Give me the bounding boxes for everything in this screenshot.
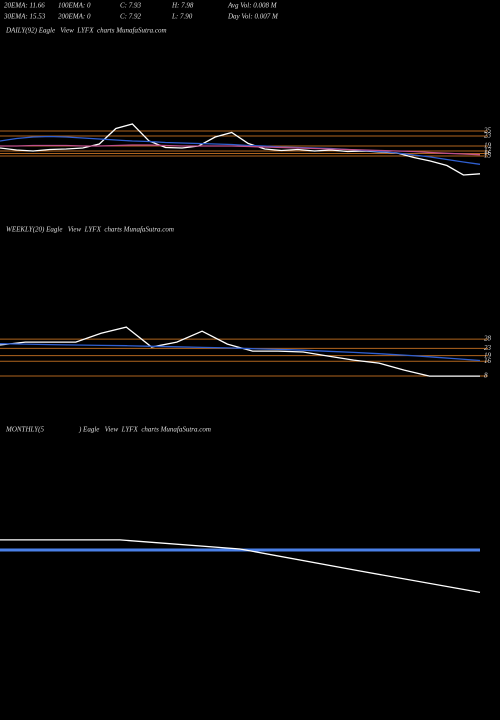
y-tick-label: 16 — [484, 149, 492, 157]
stat-label: L: 7.90 — [171, 13, 193, 21]
y-tick-label: 28 — [484, 335, 492, 343]
y-tick-label: 15 — [484, 152, 492, 160]
stat-label: 100EMA: 0 — [58, 2, 91, 10]
stat-label: Avg Vol: 0.008 M — [227, 2, 278, 10]
y-tick-label: 23 — [484, 132, 492, 140]
stat-label: C: 7.92 — [120, 13, 142, 21]
series-line — [0, 326, 480, 377]
panel-title: DAILY(92) Eagle View LYFX charts MunafaS… — [5, 27, 167, 35]
stat-label: Day Vol: 0.007 M — [227, 13, 279, 21]
stat-label: H: 7.98 — [171, 2, 194, 10]
series-line — [0, 539, 481, 594]
stat-label: 20EMA: 11.66 — [4, 2, 45, 10]
series-line — [0, 343, 481, 362]
stat-label: 200EMA: 0 — [58, 13, 91, 21]
series-line — [0, 144, 481, 156]
y-tick-label: 16 — [484, 357, 492, 365]
y-tick-label: 8 — [484, 372, 488, 380]
series-line — [0, 123, 481, 176]
stat-label: C: 7.93 — [120, 2, 142, 10]
series-line — [0, 135, 481, 165]
panel-title: WEEKLY(20) Eagle View LYFX charts Munafa… — [6, 226, 174, 234]
stat-label: 30EMA: 15.53 — [3, 13, 46, 21]
y-tick-label: 19 — [484, 142, 492, 150]
panel-title: MONTHLY(5 ) Eagle View LYFX charts Munaf… — [5, 426, 211, 434]
y-tick-label: 25 — [484, 127, 492, 135]
y-tick-label: 19 — [484, 351, 492, 359]
y-tick-label: 17 — [484, 147, 492, 155]
y-tick-label: 23 — [484, 344, 492, 352]
